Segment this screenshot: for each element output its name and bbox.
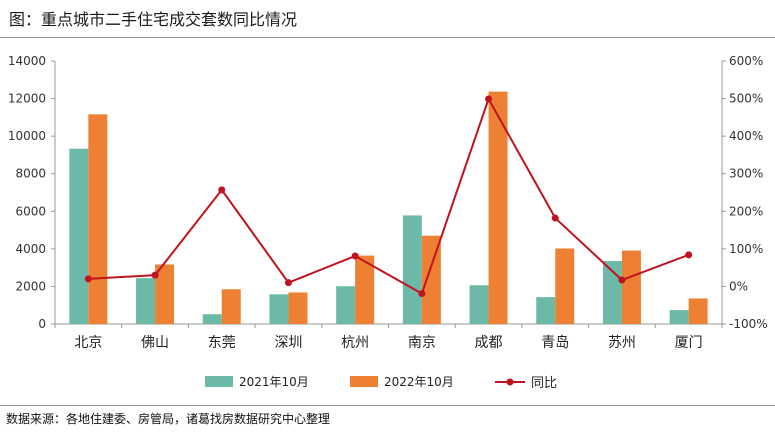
chart-line bbox=[84, 95, 693, 298]
yoy-point bbox=[685, 251, 693, 259]
bar-2021 bbox=[402, 215, 422, 324]
right-tick-label: 100% bbox=[729, 242, 763, 256]
chart: 0 2000 4000 6000 8000 10000 12000 14000 -100% 0% 1… bbox=[8, 54, 768, 391]
chart-legend: 2021年10月 2022年10月 同比 bbox=[205, 375, 557, 391]
left-tick-label: 12000 bbox=[8, 92, 46, 106]
legend-swatch-2022 bbox=[350, 376, 378, 387]
left-tick-label: 0 bbox=[38, 317, 46, 331]
left-tick-label: 10000 bbox=[8, 129, 46, 143]
legend-swatch-2021 bbox=[205, 376, 233, 387]
x-tick-label: 杭州 bbox=[341, 335, 369, 351]
right-tick-label: 400% bbox=[729, 129, 763, 143]
x-tick-label: 东莞 bbox=[208, 335, 236, 351]
bar-2021 bbox=[202, 314, 222, 324]
top-rule bbox=[0, 37, 775, 38]
right-tick-label: 500% bbox=[729, 92, 763, 106]
bar-2021 bbox=[669, 310, 689, 324]
yoy-point bbox=[351, 252, 359, 260]
left-tick-label: 14000 bbox=[8, 54, 46, 68]
bar-2022 bbox=[555, 248, 575, 324]
yoy-point bbox=[151, 271, 159, 279]
x-tick-label: 南京 bbox=[408, 335, 436, 351]
left-tick-label: 4000 bbox=[15, 242, 46, 256]
right-tick-label: 0% bbox=[729, 279, 748, 293]
x-tick-label: 北京 bbox=[74, 335, 102, 351]
legend-label-yoy: 同比 bbox=[531, 376, 557, 391]
bar-2022 bbox=[421, 235, 441, 324]
x-tick-label: 成都 bbox=[475, 335, 503, 351]
bar-2021 bbox=[469, 285, 489, 324]
bar-2021 bbox=[269, 294, 289, 324]
yoy-point bbox=[551, 214, 559, 222]
legend-label-2021: 2021年10月 bbox=[239, 375, 309, 389]
left-tick-label: 6000 bbox=[15, 204, 46, 218]
chart-axes: 0 2000 4000 6000 8000 10000 12000 14000 -100% 0% 1… bbox=[8, 54, 768, 331]
legend-label-2022: 2022年10月 bbox=[384, 375, 454, 389]
bar-2022 bbox=[221, 289, 241, 324]
yoy-line bbox=[88, 96, 690, 296]
right-tick-label: -100% bbox=[729, 317, 768, 331]
bar-2022 bbox=[155, 264, 175, 324]
bar-2021 bbox=[136, 278, 156, 324]
x-tick-label: 苏州 bbox=[608, 335, 636, 351]
x-tick-label: 青岛 bbox=[541, 335, 569, 351]
yoy-point bbox=[84, 275, 92, 283]
bar-2022 bbox=[621, 250, 641, 324]
left-tick-label: 8000 bbox=[15, 167, 46, 181]
left-tick-label: 2000 bbox=[15, 279, 46, 293]
bar-2021 bbox=[336, 286, 356, 324]
x-tick-label: 厦门 bbox=[675, 335, 703, 351]
figure-title: 图：重点城市二手住宅成交套数同比情况 bbox=[9, 10, 298, 29]
yoy-point bbox=[485, 95, 493, 103]
chart-x-labels: 北京 佛山 东莞 深圳 杭州 南京 成都 青岛 苏州 厦门 bbox=[74, 335, 702, 351]
bar-2021 bbox=[536, 297, 556, 324]
right-tick-label: 300% bbox=[729, 167, 763, 181]
bar-2022 bbox=[355, 255, 375, 324]
yoy-point bbox=[284, 279, 292, 287]
x-tick-label: 深圳 bbox=[274, 335, 302, 351]
bar-2022 bbox=[88, 114, 108, 324]
bar-2022 bbox=[688, 298, 708, 324]
x-tick-label: 佛山 bbox=[141, 335, 169, 351]
bar-2021 bbox=[69, 148, 89, 324]
yoy-point bbox=[618, 276, 626, 284]
bottom-rule bbox=[0, 405, 775, 406]
yoy-point bbox=[218, 186, 226, 194]
bar-2022 bbox=[288, 292, 308, 324]
right-tick-label: 200% bbox=[729, 204, 763, 218]
chart-bars bbox=[69, 91, 708, 324]
bar-2022 bbox=[488, 91, 508, 324]
legend-marker-yoy bbox=[506, 378, 514, 386]
yoy-point bbox=[418, 290, 426, 298]
right-tick-label: 600% bbox=[729, 54, 763, 68]
source-note: 数据来源：各地住建委、房管局，诸葛找房数据研究中心整理 bbox=[6, 412, 331, 426]
